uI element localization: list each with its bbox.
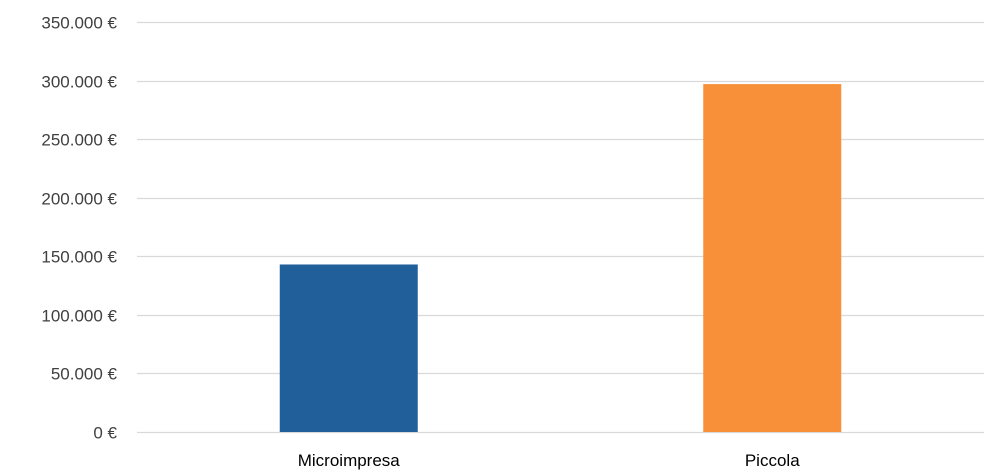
bars bbox=[279, 84, 842, 432]
bar-piccola bbox=[703, 84, 842, 432]
y-tick-label: 350.000 € bbox=[41, 14, 117, 33]
x-category-label: Piccola bbox=[745, 451, 800, 470]
y-tick-label: 50.000 € bbox=[51, 365, 118, 384]
y-tick-label: 300.000 € bbox=[41, 73, 117, 92]
y-tick-label: 250.000 € bbox=[41, 131, 117, 150]
y-axis-tick-labels: 0 € 50.000 € 100.000 € 150.000 € 200.000 € 25… bbox=[41, 14, 117, 443]
y-tick-label: 150.000 € bbox=[41, 248, 117, 267]
gridlines bbox=[137, 21, 984, 434]
y-tick-label: 200.000 € bbox=[41, 190, 117, 209]
y-tick-label: 100.000 € bbox=[41, 307, 117, 326]
x-category-label: Microimpresa bbox=[298, 451, 401, 470]
x-axis-category-labels: Microimpresa Piccola bbox=[298, 451, 800, 470]
bar-microimpresa bbox=[279, 264, 418, 432]
y-tick-label: 0 € bbox=[93, 424, 117, 443]
